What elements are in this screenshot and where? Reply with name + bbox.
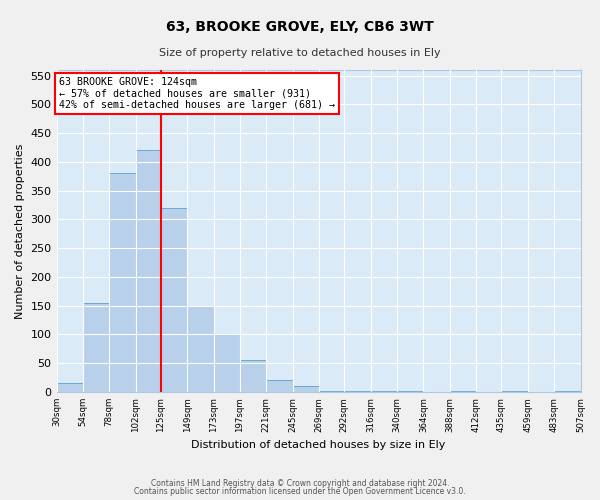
Text: 63 BROOKE GROVE: 124sqm
← 57% of detached houses are smaller (931)
42% of semi-d: 63 BROOKE GROVE: 124sqm ← 57% of detache… xyxy=(59,77,335,110)
X-axis label: Distribution of detached houses by size in Ely: Distribution of detached houses by size … xyxy=(191,440,446,450)
Bar xyxy=(136,150,161,392)
Text: Contains HM Land Registry data © Crown copyright and database right 2024.: Contains HM Land Registry data © Crown c… xyxy=(151,478,449,488)
Text: Contains public sector information licensed under the Open Government Licence v3: Contains public sector information licen… xyxy=(134,487,466,496)
Bar xyxy=(187,306,214,392)
Text: Size of property relative to detached houses in Ely: Size of property relative to detached ho… xyxy=(159,48,441,58)
Text: 63, BROOKE GROVE, ELY, CB6 3WT: 63, BROOKE GROVE, ELY, CB6 3WT xyxy=(166,20,434,34)
Bar xyxy=(554,391,581,392)
Bar xyxy=(56,384,83,392)
Bar xyxy=(214,334,240,392)
Bar xyxy=(293,386,319,392)
Bar xyxy=(83,303,109,392)
Bar xyxy=(161,208,187,392)
Bar xyxy=(266,380,293,392)
Bar xyxy=(109,174,136,392)
Bar xyxy=(319,391,344,392)
Bar xyxy=(240,360,266,392)
Y-axis label: Number of detached properties: Number of detached properties xyxy=(15,144,25,318)
